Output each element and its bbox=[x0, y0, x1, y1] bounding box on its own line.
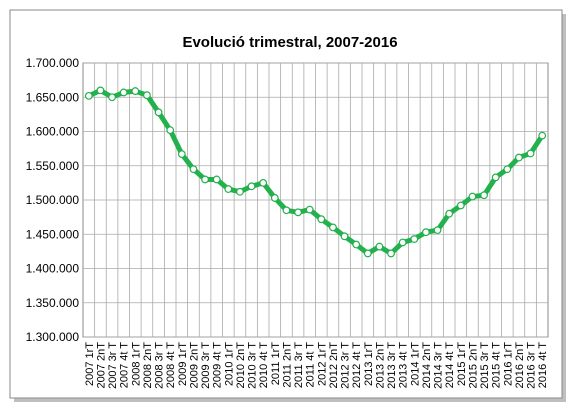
x-tick-label: 2014 2nT bbox=[421, 342, 433, 389]
x-tick-label: 2015 4t T bbox=[491, 342, 503, 389]
x-tick-label: 2008 2nT bbox=[142, 342, 154, 389]
marker bbox=[526, 149, 535, 158]
x-tick-label: 2009 1rT bbox=[177, 342, 189, 386]
marker bbox=[154, 108, 163, 117]
x-tick-label: 2013 2nT bbox=[374, 342, 386, 389]
marker bbox=[201, 175, 209, 184]
marker bbox=[352, 240, 361, 249]
x-tick-label: 2012 3r T bbox=[340, 342, 352, 389]
x-tick-label: 2014 1rT bbox=[409, 342, 421, 386]
x-tick-label: 2015 2nT bbox=[467, 342, 479, 389]
marker bbox=[398, 238, 407, 247]
marker bbox=[329, 223, 337, 232]
line bbox=[87, 87, 545, 256]
marker bbox=[538, 131, 547, 140]
x-tick-label: 2009 4t T bbox=[212, 342, 224, 389]
y-tick-label: 1.350.000 bbox=[26, 296, 80, 310]
marker bbox=[166, 126, 175, 135]
x-tick-label: 2013 3r T bbox=[386, 342, 398, 389]
marker bbox=[305, 205, 314, 214]
x-tick-label: 2009 3r T bbox=[200, 342, 212, 389]
marker bbox=[189, 165, 198, 174]
marker bbox=[259, 178, 268, 187]
marker bbox=[445, 209, 454, 218]
x-tick-label: 2016 3r T bbox=[526, 342, 538, 389]
marker bbox=[108, 93, 116, 102]
marker bbox=[515, 153, 523, 162]
marker bbox=[480, 191, 488, 200]
x-tick-label: 2007 2nT bbox=[95, 342, 107, 389]
x-tick-label: 2016 1rT bbox=[502, 342, 514, 386]
x-tick-label: 2011 4t T bbox=[305, 342, 317, 388]
x-tick-label: 2007 3r T bbox=[107, 342, 119, 389]
y-tick-label: 1.700.000 bbox=[26, 56, 80, 70]
marker bbox=[410, 235, 419, 243]
marker bbox=[212, 175, 221, 184]
x-tick-label: 2015 1rT bbox=[456, 342, 468, 386]
x-tick-label: 2007 4t T bbox=[119, 342, 131, 389]
marker bbox=[491, 173, 500, 182]
marker bbox=[294, 208, 302, 217]
x-tick-label: 2010 3r T bbox=[247, 342, 259, 389]
x-tick-label: 2010 1rT bbox=[223, 342, 235, 386]
marker bbox=[503, 165, 512, 174]
marker bbox=[119, 88, 128, 97]
x-tick-label: 2010 2nT bbox=[235, 342, 247, 389]
marker bbox=[96, 86, 105, 95]
x-tick-label: 2012 1rT bbox=[316, 342, 328, 386]
y-tick-label: 1.500.000 bbox=[26, 193, 80, 207]
x-tick-label: 2014 3r T bbox=[433, 342, 445, 389]
marker bbox=[340, 232, 349, 241]
x-tick-label: 2009 2nT bbox=[188, 342, 200, 389]
marker bbox=[433, 226, 442, 235]
marker bbox=[317, 215, 326, 224]
x-tick-label: 2011 3r T bbox=[293, 342, 305, 388]
x-tick-label: 2012 2nT bbox=[328, 342, 340, 389]
marker bbox=[143, 91, 151, 100]
y-tick-label: 1.600.000 bbox=[26, 125, 80, 139]
marker bbox=[375, 242, 384, 251]
chart-title: Evolució trimestral, 2007-2016 bbox=[182, 34, 397, 51]
marker bbox=[270, 194, 279, 202]
y-tick-label: 1.550.000 bbox=[26, 159, 80, 173]
marker bbox=[177, 150, 186, 159]
marker bbox=[84, 91, 93, 100]
marker bbox=[282, 206, 291, 215]
x-tick-label: 2011 2nT bbox=[281, 342, 293, 388]
marker bbox=[363, 249, 372, 258]
marker bbox=[468, 192, 477, 201]
marker bbox=[456, 201, 465, 210]
x-tick-label: 2016 4t T bbox=[537, 342, 549, 389]
x-tick-label: 2011 1rT bbox=[270, 342, 282, 385]
marker bbox=[422, 228, 430, 237]
x-tick-label: 2008 3r T bbox=[154, 342, 166, 389]
x-tick-label: 2012 4t T bbox=[351, 342, 363, 389]
marker bbox=[131, 87, 140, 95]
y-tick-label: 1.450.000 bbox=[26, 227, 80, 241]
x-tick-label: 2007 1rT bbox=[84, 342, 96, 386]
y-tick-label: 1.400.000 bbox=[26, 262, 80, 276]
marker bbox=[247, 182, 256, 191]
x-tick-label: 2013 1rT bbox=[363, 342, 375, 386]
y-tick-label: 1.300.000 bbox=[26, 330, 80, 344]
x-tick-label: 2016 2nT bbox=[514, 342, 526, 389]
marker bbox=[236, 187, 244, 196]
y-tick-label: 1.650.000 bbox=[26, 90, 80, 104]
x-tick-label: 2014 4t T bbox=[444, 342, 456, 389]
x-tick-label: 2008 4t T bbox=[165, 342, 177, 389]
marker bbox=[224, 185, 233, 193]
x-tick-label: 2013 4t T bbox=[398, 342, 410, 389]
x-tick-label: 2008 1rT bbox=[130, 342, 142, 386]
x-tick-label: 2015 3r T bbox=[479, 342, 491, 389]
marker bbox=[387, 249, 395, 258]
x-tick-label: 2010 4t T bbox=[258, 342, 270, 389]
